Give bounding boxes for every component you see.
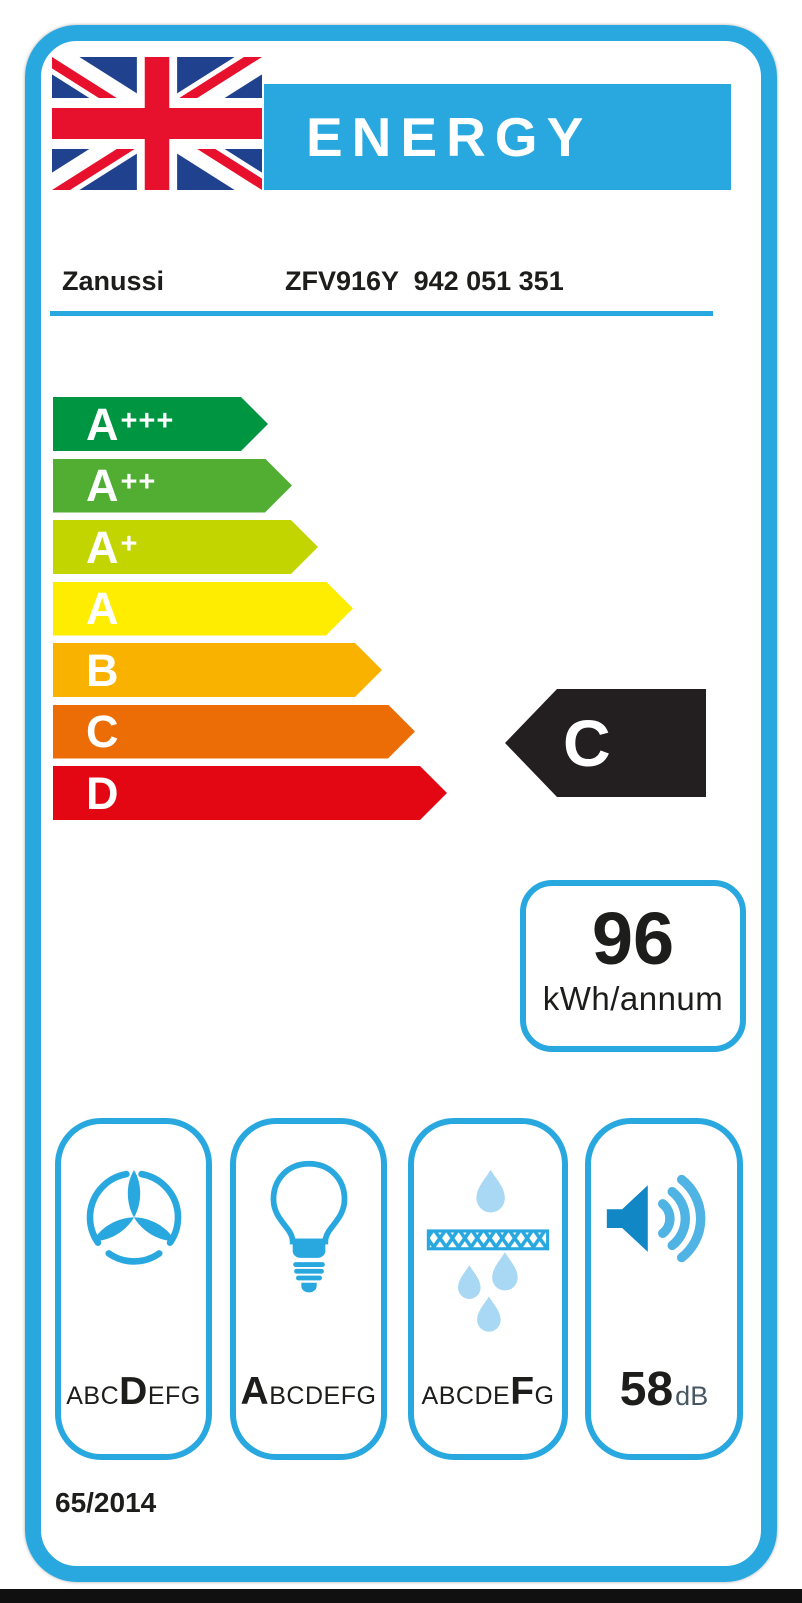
header-divider [50, 311, 713, 316]
scale-arrow-A: A [53, 582, 353, 636]
energy-banner: ENERGY [264, 84, 731, 190]
brand-name: Zanussi [62, 266, 165, 296]
uk-flag-icon [52, 57, 262, 190]
bottom-black-bar [0, 1589, 802, 1603]
rating-scale: A +++ A ++ A + A B C D [53, 397, 447, 828]
noise-level: 58 dB [620, 1366, 708, 1414]
scale-arrow-A+++: A +++ [53, 397, 268, 451]
scale-arrow-B: B [53, 643, 382, 697]
scale-arrow-C: C [53, 705, 415, 759]
grease-filter-icon [426, 1169, 550, 1332]
noise-unit: dB [675, 1381, 709, 1411]
noise-box: 58 dB [585, 1118, 743, 1460]
energy-value: 96 [591, 897, 675, 980]
scale-arrow-A+: A + [53, 520, 318, 574]
noise-value: 58 [619, 1363, 674, 1416]
speaker-icon [606, 1174, 706, 1263]
regulation-number: 65/2014 [55, 1487, 157, 1518]
fan-icon [86, 1170, 181, 1265]
label-border [25, 25, 777, 1582]
energy-title: ENERGY [306, 105, 593, 168]
rating-value: C [563, 706, 611, 780]
model-number: ZFV916Y 942 051 351 [285, 266, 564, 296]
energy-consumption-box: 96 kWh/annum [520, 880, 746, 1052]
scale-arrow-A++: A ++ [53, 459, 292, 513]
scale-arrow-D: D [53, 766, 447, 820]
energy-unit: kWh/annum [542, 980, 724, 1017]
bulb-icon [270, 1160, 347, 1293]
